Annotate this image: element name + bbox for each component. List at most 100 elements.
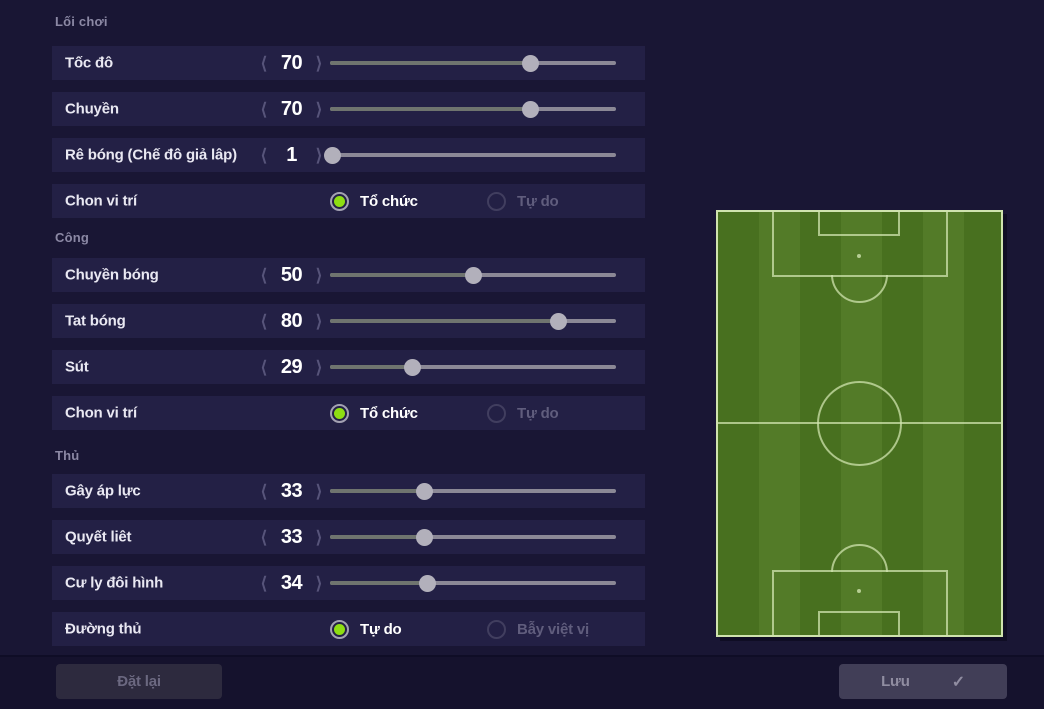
penalty-arc-bottom — [829, 543, 890, 572]
radio-icon — [330, 403, 349, 423]
radio-icon — [330, 191, 349, 211]
radio-group: Tự do Bẫy việt vị — [330, 612, 644, 646]
increase-chevron-icon[interactable]: ⟩ — [315, 527, 323, 547]
increase-chevron-icon[interactable]: ⟩ — [315, 53, 323, 73]
penalty-arc-top — [829, 275, 890, 304]
value-stepper: ⟨ 34 ⟩ — [257, 566, 326, 600]
slider-handle[interactable] — [521, 100, 539, 118]
slider-track — [330, 153, 616, 157]
slider-handle[interactable] — [464, 266, 482, 284]
radio-label: Tổ chức — [360, 192, 418, 210]
setting-label: Chon vi trí — [65, 404, 137, 422]
value-stepper: ⟨ 33 ⟩ — [257, 520, 326, 554]
decrease-chevron-icon[interactable]: ⟨ — [260, 481, 268, 501]
radio-option-free[interactable]: Tự do — [487, 184, 644, 218]
setting-label: Tốc đô — [65, 54, 113, 72]
decrease-chevron-icon[interactable]: ⟨ — [260, 53, 268, 73]
slider[interactable] — [330, 520, 616, 554]
slider-handle[interactable] — [404, 358, 422, 376]
slider-handle[interactable] — [521, 54, 539, 72]
value-stepper: ⟨ 1 ⟩ — [257, 138, 326, 172]
check-icon: ✓ — [951, 673, 965, 691]
slider-handle[interactable] — [415, 528, 433, 546]
section-title-playstyle: Lối chơi — [55, 14, 108, 29]
slider-track — [330, 535, 616, 539]
slider[interactable] — [330, 258, 616, 292]
radio-icon — [487, 191, 506, 211]
slider[interactable] — [324, 138, 616, 172]
increase-chevron-icon[interactable]: ⟩ — [315, 311, 323, 331]
increase-chevron-icon[interactable]: ⟩ — [315, 481, 323, 501]
setting-value: 33 — [280, 479, 303, 502]
setting-value: 70 — [280, 97, 303, 120]
center-circle — [817, 381, 902, 466]
radio-label: Tự do — [517, 404, 559, 422]
setting-value: 34 — [280, 571, 303, 594]
decrease-chevron-icon[interactable]: ⟨ — [260, 145, 268, 165]
value-stepper: ⟨ 80 ⟩ — [257, 304, 326, 338]
radio-dot — [491, 196, 502, 207]
radio-option-free[interactable]: Tự do — [487, 396, 644, 430]
slider-handle[interactable] — [324, 146, 342, 164]
decrease-chevron-icon[interactable]: ⟨ — [260, 265, 268, 285]
decrease-chevron-icon[interactable]: ⟨ — [260, 311, 268, 331]
save-button[interactable]: Lưu ✓ — [839, 664, 1007, 699]
radio-label: Tổ chức — [360, 404, 418, 422]
decrease-chevron-icon[interactable]: ⟨ — [260, 573, 268, 593]
increase-chevron-icon[interactable]: ⟩ — [315, 357, 323, 377]
slider[interactable] — [330, 46, 616, 80]
radio-option-organized[interactable]: Tổ chức — [330, 396, 487, 430]
setting-label: Đường thủ — [65, 620, 142, 638]
increase-chevron-icon[interactable]: ⟩ — [315, 99, 323, 119]
setting-row-positioning-attack: Chon vi trí Tổ chức Tự do — [52, 396, 645, 430]
setting-row-pass: Chuyền bóng ⟨ 50 ⟩ — [52, 258, 645, 292]
radio-icon — [330, 619, 349, 639]
increase-chevron-icon[interactable]: ⟩ — [315, 265, 323, 285]
radio-option-free[interactable]: Tự do — [330, 612, 487, 646]
slider[interactable] — [330, 350, 616, 384]
slider-fill — [330, 581, 428, 585]
decrease-chevron-icon[interactable]: ⟨ — [260, 357, 268, 377]
radio-option-organized[interactable]: Tổ chức — [330, 184, 487, 218]
increase-chevron-icon[interactable]: ⟩ — [315, 573, 323, 593]
setting-row-shooting: Sút ⟨ 29 ⟩ — [52, 350, 645, 384]
setting-label: Quyết liêt — [65, 528, 132, 546]
value-stepper: ⟨ 70 ⟩ — [257, 92, 326, 126]
slider-track — [330, 365, 616, 369]
penalty-spot-bottom — [857, 589, 861, 593]
radio-icon — [487, 619, 506, 639]
radio-option-offside-trap[interactable]: Bẫy việt vị — [487, 612, 644, 646]
slider[interactable] — [330, 474, 616, 508]
football-pitch-preview — [716, 210, 1003, 637]
section-title-defense: Thủ — [55, 448, 80, 463]
radio-dot — [334, 623, 345, 635]
decrease-chevron-icon[interactable]: ⟨ — [260, 99, 268, 119]
setting-label: Chuyền bóng — [65, 266, 159, 284]
setting-label: Sút — [65, 358, 89, 376]
slider-handle[interactable] — [415, 482, 433, 500]
setting-row-team-width: Cư ly đôi hình ⟨ 34 ⟩ — [52, 566, 645, 600]
setting-row-pressure: Gây áp lực ⟨ 33 ⟩ — [52, 474, 645, 508]
penalty-spot-top — [857, 254, 861, 258]
setting-label: Cư ly đôi hình — [65, 574, 164, 592]
radio-label: Tự do — [517, 192, 559, 210]
reset-button-label: Đặt lại — [117, 673, 161, 690]
setting-row-crossing: Tat bóng ⟨ 80 ⟩ — [52, 304, 645, 338]
setting-value: 29 — [280, 355, 303, 378]
footer-bar: Đặt lại Lưu ✓ — [0, 655, 1044, 709]
slider-handle[interactable] — [418, 574, 436, 592]
penalty-box-bottom — [772, 570, 948, 635]
slider-handle[interactable] — [550, 312, 568, 330]
slider-fill — [330, 365, 413, 369]
reset-button[interactable]: Đặt lại — [56, 664, 222, 699]
setting-label: Chuyền — [65, 100, 119, 118]
decrease-chevron-icon[interactable]: ⟨ — [260, 527, 268, 547]
increase-chevron-icon[interactable]: ⟩ — [315, 145, 323, 165]
slider[interactable] — [330, 304, 616, 338]
setting-value: 70 — [280, 51, 303, 74]
slider[interactable] — [330, 92, 616, 126]
slider-fill — [330, 489, 425, 493]
slider[interactable] — [330, 566, 616, 600]
slider-track — [330, 489, 616, 493]
radio-label: Bẫy việt vị — [517, 620, 590, 638]
